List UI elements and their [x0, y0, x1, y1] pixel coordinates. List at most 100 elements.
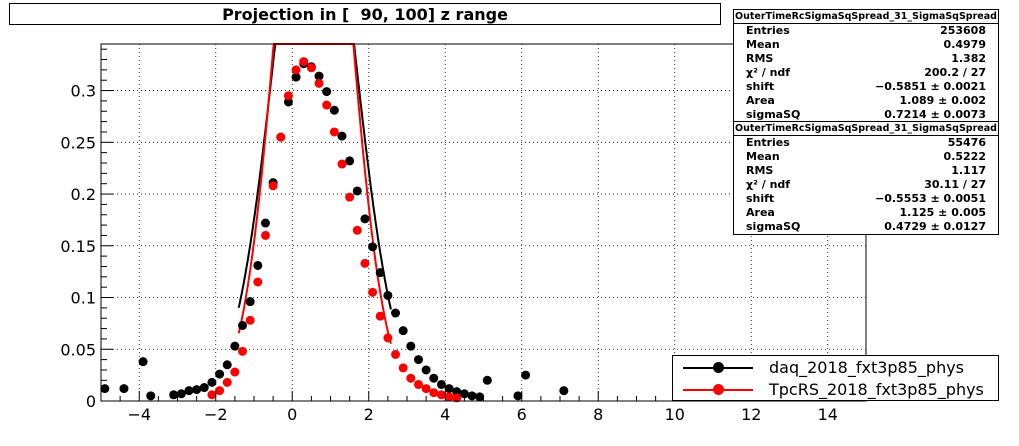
data-point-daq: [253, 260, 263, 270]
x-tick-label: −2: [204, 405, 228, 424]
stats-row-shift: shift −0.5851 ± 0.0021: [746, 80, 986, 93]
data-point-tpcrs: [245, 315, 255, 325]
stats-row-sigmasq: sigmaSQ 0.4729 ± 0.0127: [746, 220, 986, 233]
x-tick-label: 6: [517, 405, 527, 424]
chart-title: Projection in [ 90, 100] z range: [9, 3, 721, 25]
data-point-daq: [322, 87, 332, 97]
y-tick-label: 0.2: [71, 185, 96, 204]
stats-row-area: Area 1.125 ± 0.005: [746, 206, 986, 219]
data-point-tpcrs: [222, 377, 232, 387]
data-point-daq: [459, 389, 469, 399]
data-point-daq: [375, 268, 385, 278]
stats-row-chi2: χ² / ndf 30.11 / 27: [746, 178, 986, 191]
stats-row-mean: Mean 0.4979: [746, 38, 986, 51]
x-tick-label: 8: [593, 405, 603, 424]
data-point-daq: [329, 105, 339, 115]
data-point-tpcrs: [260, 230, 270, 240]
data-point-daq: [406, 341, 416, 351]
data-point-daq: [352, 186, 362, 196]
data-point-tpcrs: [398, 363, 408, 373]
data-point-daq: [398, 326, 408, 336]
y-tick-label: 0.1: [71, 289, 96, 308]
data-point-daq: [444, 384, 454, 394]
data-point-daq: [360, 214, 370, 224]
data-point-tpcrs: [429, 388, 439, 398]
y-tick-label: 0.15: [60, 237, 96, 256]
data-point-tpcrs: [215, 386, 225, 396]
stats-box-daq: OuterTimeRcSigmaSqSpread_31_SigmaSqSprea…: [733, 9, 999, 123]
data-point-tpcrs: [413, 379, 423, 389]
x-tick-label: 12: [741, 405, 761, 424]
data-point-tpcrs: [276, 132, 286, 142]
legend-marker-daq: [713, 362, 724, 373]
data-point-tpcrs: [299, 57, 309, 67]
stats-title: OuterTimeRcSigmaSqSpread_31_SigmaSqSprea…: [734, 123, 998, 136]
data-point-tpcrs: [375, 311, 385, 321]
data-point-daq: [199, 383, 209, 393]
y-tick-label: 0.05: [60, 340, 96, 359]
y-tick-label: 0.3: [71, 82, 96, 101]
data-point-daq: [452, 387, 462, 397]
data-point-daq: [436, 379, 446, 389]
data-point-daq: [513, 391, 523, 401]
data-point-tpcrs: [444, 392, 454, 402]
data-point-daq: [215, 369, 225, 379]
data-point-daq: [169, 390, 179, 400]
y-tick-label: 0.25: [60, 133, 96, 152]
data-point-daq: [467, 391, 477, 401]
stats-row-chi2: χ² / ndf 200.2 / 27: [746, 66, 986, 79]
stats-row-shift: shift −0.5553 ± 0.0051: [746, 192, 986, 205]
data-point-daq: [245, 297, 255, 307]
data-point-daq: [413, 355, 423, 365]
data-point-daq: [337, 131, 347, 141]
data-point-daq: [100, 384, 110, 394]
x-tick-labels: −4 −2 0 2 4 6 8 10 12 14: [127, 405, 837, 424]
data-point-tpcrs: [207, 390, 217, 400]
stats-row-area: Area 1.089 ± 0.002: [746, 94, 986, 107]
x-tick-label: 2: [364, 405, 374, 424]
data-point-daq: [146, 391, 156, 401]
data-point-tpcrs: [452, 393, 462, 403]
data-point-tpcrs: [383, 333, 393, 343]
data-point-tpcrs: [352, 225, 362, 235]
data-point-daq: [429, 373, 439, 383]
data-point-tpcrs: [230, 367, 240, 377]
data-point-daq: [230, 341, 240, 351]
data-point-daq: [559, 386, 569, 396]
data-point-tpcrs: [283, 91, 293, 101]
data-point-tpcrs: [253, 277, 263, 287]
stats-row-sigmasq: sigmaSQ 0.7214 ± 0.0073: [746, 108, 986, 121]
data-point-tpcrs: [329, 127, 339, 137]
stats-row-entries: Entries 55476: [746, 136, 986, 149]
data-point-daq: [138, 357, 148, 367]
data-point-daq: [383, 290, 393, 300]
legend-marker-tpcrs: [713, 384, 724, 395]
data-point-tpcrs: [306, 63, 316, 73]
x-tick-label: −4: [127, 405, 151, 424]
data-point-tpcrs: [314, 78, 324, 88]
data-point-tpcrs: [337, 159, 347, 169]
data-points: [100, 57, 569, 403]
x-tick-label: 4: [440, 405, 450, 424]
data-point-tpcrs: [436, 390, 446, 400]
x-tick-label: 10: [665, 405, 685, 424]
legend-entry-tpcrs: TpcRS_2018_fxt3p85_phys: [673, 379, 998, 401]
data-point-tpcrs: [421, 384, 431, 394]
stats-row-mean: Mean 0.5222: [746, 150, 986, 163]
data-point-tpcrs: [268, 181, 278, 191]
data-point-daq: [207, 377, 217, 387]
x-tick-label: 0: [287, 405, 297, 424]
legend: daq_2018_fxt3p85_phys TpcRS_2018_fxt3p85…: [672, 355, 999, 401]
data-point-daq: [482, 375, 492, 385]
data-point-tpcrs: [238, 346, 248, 356]
legend-label-daq: daq_2018_fxt3p85_phys: [769, 358, 965, 377]
data-point-daq: [222, 360, 232, 370]
data-point-daq: [291, 72, 301, 82]
data-point-daq: [260, 218, 270, 228]
stats-row-rms: RMS 1.117: [746, 164, 986, 177]
data-point-daq: [176, 389, 186, 399]
data-point-daq: [475, 392, 485, 402]
stats-row-entries: Entries 253608: [746, 24, 986, 37]
data-point-tpcrs: [322, 100, 332, 110]
data-point-daq: [283, 97, 293, 107]
